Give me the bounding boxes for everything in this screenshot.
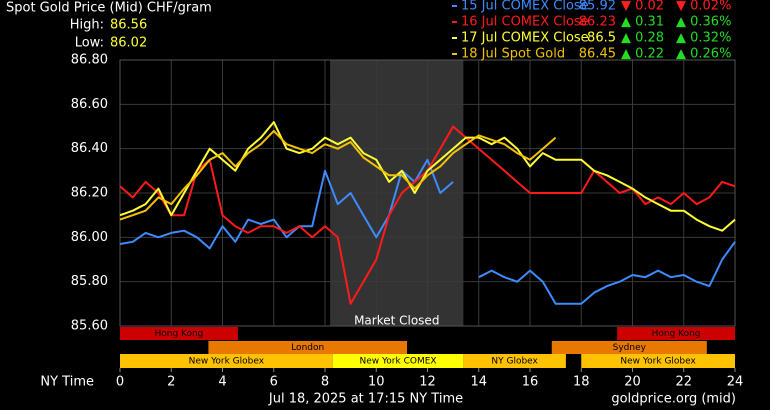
y-tick-label: 86.40 (71, 141, 108, 156)
x-tick-label: 2 (167, 375, 175, 390)
x-tick-label: 12 (419, 375, 436, 390)
low-label: Low: (75, 36, 104, 51)
x-tick-label: 20 (624, 375, 641, 390)
legend-close: 86.23 (579, 15, 616, 30)
x-tick-label: 6 (270, 375, 278, 390)
x-tick-label: 22 (675, 375, 692, 390)
x-tick-label: 14 (470, 375, 487, 390)
legend-change-pct: ▲ 0.36% (676, 15, 731, 30)
x-tick-label: 10 (368, 375, 385, 390)
legend-label: 16 Jul COMEX Close (461, 15, 589, 30)
x-tick-label: 4 (218, 375, 226, 390)
legend-change: ▼ 0.02 (621, 0, 664, 14)
y-tick-label: 85.60 (71, 319, 108, 334)
session-bar (332, 354, 464, 368)
low-value: 86.02 (110, 36, 147, 51)
high-label: High: (70, 18, 104, 33)
session-bar (617, 327, 735, 340)
legend-change-pct: ▲ 0.26% (676, 47, 731, 62)
high-value: 86.56 (110, 18, 147, 33)
x-axis-label: NY Time (40, 375, 94, 390)
legend-close: 85.92 (579, 0, 616, 14)
session-label: New York COMEX (360, 357, 437, 367)
price-line (119, 121, 736, 232)
x-tick-label: 8 (321, 375, 329, 390)
legend-change: ▲ 0.22 (621, 47, 664, 62)
price-line (119, 129, 557, 221)
session-bar (463, 354, 566, 368)
legend-close: 86.45 (579, 47, 616, 62)
legend-change: ▲ 0.28 (621, 31, 664, 46)
price-line (119, 158, 736, 305)
y-tick-label: 86.60 (71, 97, 108, 112)
session-label: Hong Kong (652, 329, 701, 339)
y-tick-label: 85.80 (71, 274, 108, 289)
session-bar (551, 341, 707, 354)
session-label: New York Globex (189, 357, 265, 367)
x-tick-label: 16 (522, 375, 539, 390)
legend-change-pct: ▲ 0.32% (676, 31, 731, 46)
session-label: NY Globex (491, 357, 538, 367)
legend-label: 15 Jul COMEX Close (461, 0, 589, 14)
legend-label: 18 Jul Spot Gold (461, 47, 565, 62)
legend-label: 17 Jul COMEX Close (461, 31, 589, 46)
session-label: Sydney (613, 343, 647, 353)
y-tick-label: 86.20 (71, 186, 108, 201)
session-label: Hong Kong (154, 329, 203, 339)
y-tick-label: 86.80 (71, 53, 108, 68)
session-bar (120, 354, 333, 368)
plot-border (119, 59, 736, 327)
x-tick-label: 24 (727, 375, 744, 390)
x-tick-label: 18 (573, 375, 590, 390)
legend-change-pct: ▼ 0.02% (676, 0, 731, 14)
legend-change: ▲ 0.31 (621, 15, 664, 30)
source: goldprice.org (mid) (611, 392, 736, 407)
legend-close: 86.5 (587, 31, 616, 46)
session-bar (208, 341, 407, 354)
session-label: New York Globex (620, 357, 696, 367)
x-tick-label: 0 (116, 375, 124, 390)
chart-title: Spot Gold Price (Mid) CHF/gram (6, 1, 212, 16)
closed-label: Market Closed (354, 314, 439, 328)
session-bar (120, 327, 238, 340)
session-label: London (291, 343, 324, 353)
timestamp: Jul 18, 2025 at 17:15 NY Time (268, 392, 463, 407)
y-tick-label: 86.00 (71, 230, 108, 245)
session-bar (581, 354, 735, 368)
